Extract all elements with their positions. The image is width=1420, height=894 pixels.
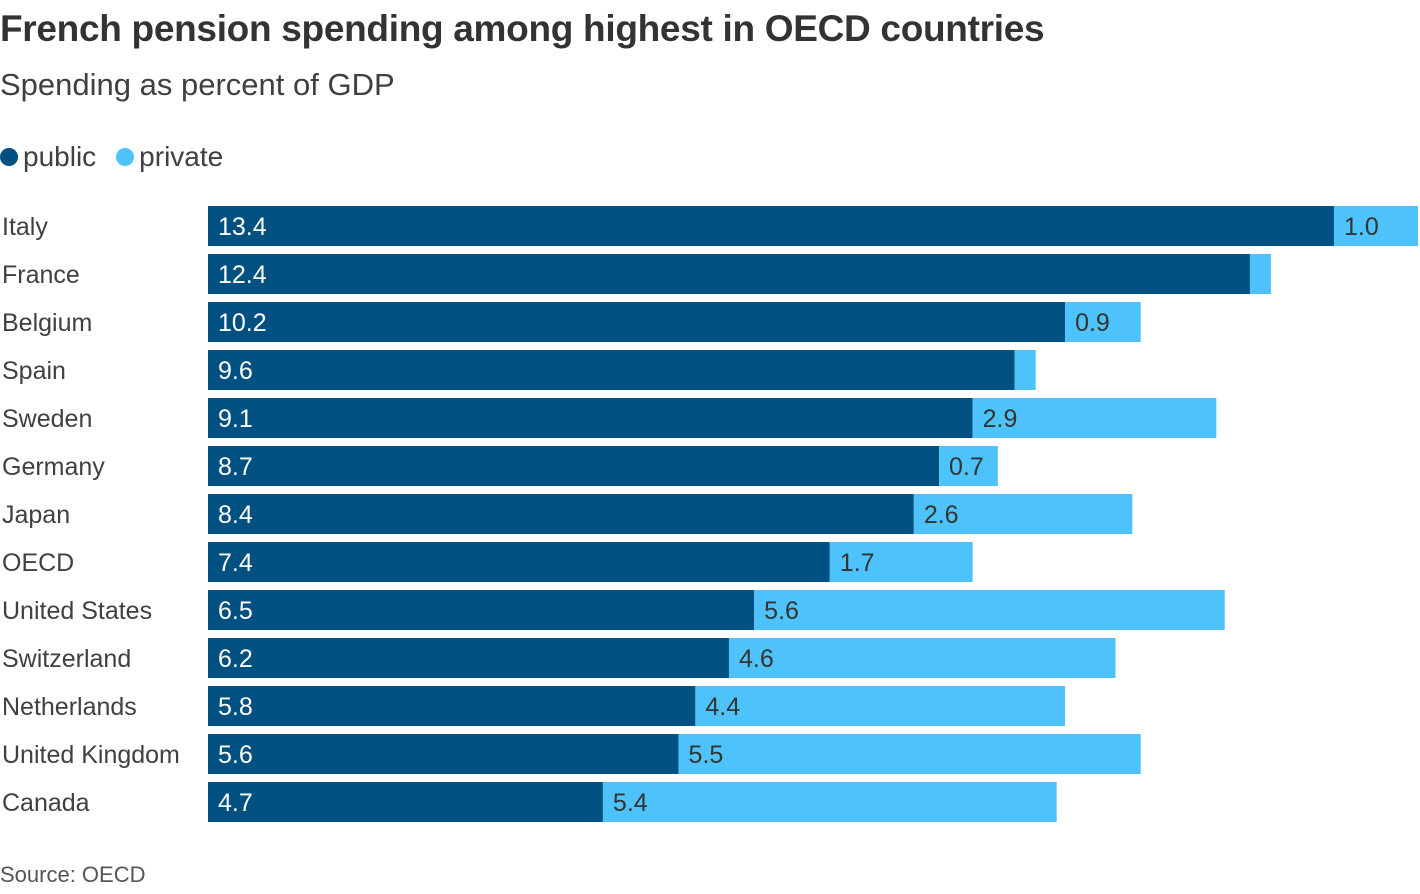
category-label-france: France: [2, 261, 80, 289]
bar-private-japan: [913, 494, 1133, 534]
bar-public-united-kingdom: [208, 734, 679, 774]
category-label-spain: Spain: [2, 357, 66, 385]
bar-public-united-states: [208, 590, 755, 630]
data-label-private-united-states: 5.6: [764, 597, 799, 625]
category-label-germany: Germany: [2, 453, 105, 481]
category-label-japan: Japan: [2, 501, 70, 529]
data-label-public-italy: 13.4: [218, 213, 267, 241]
bar-public-belgium: [208, 302, 1066, 342]
bar-private-united-kingdom: [678, 734, 1141, 774]
category-label-canada: Canada: [2, 789, 90, 817]
bar-private-spain: [1014, 350, 1036, 390]
category-label-united-kingdom: United Kingdom: [2, 741, 180, 769]
legend-label-public: public: [23, 141, 97, 172]
bar-public-netherlands: [208, 686, 696, 726]
data-label-public-japan: 8.4: [218, 501, 253, 529]
bar-public-oecd: [208, 542, 830, 582]
bar-private-france: [1249, 254, 1271, 294]
source-note: Source: OECD: [0, 862, 146, 887]
bar-private-germany: [939, 446, 998, 486]
category-label-italy: Italy: [2, 213, 48, 241]
legend-swatch-public: [0, 148, 18, 166]
category-label-netherlands: Netherlands: [2, 693, 137, 721]
data-label-private-oecd: 1.7: [840, 549, 875, 577]
data-label-public-canada: 4.7: [218, 789, 253, 817]
data-label-private-japan: 2.6: [924, 501, 959, 529]
bar-public-sweden: [208, 398, 973, 438]
category-label-sweden: Sweden: [2, 405, 92, 433]
data-label-private-germany: 0.7: [949, 453, 984, 481]
category-label-oecd: OECD: [2, 549, 74, 577]
bar-private-united-states: [754, 590, 1225, 630]
category-label-belgium: Belgium: [2, 309, 92, 337]
data-label-public-germany: 8.7: [218, 453, 253, 481]
bar-private-belgium: [1065, 302, 1141, 342]
data-label-public-spain: 9.6: [218, 357, 253, 385]
data-label-public-united-states: 6.5: [218, 597, 253, 625]
bar-private-oecd: [829, 542, 973, 582]
legend-label-private: private: [139, 141, 224, 172]
data-label-private-sweden: 2.9: [983, 405, 1018, 433]
data-label-private-united-kingdom: 5.5: [689, 741, 724, 769]
legend: public private: [0, 141, 243, 173]
data-label-public-oecd: 7.4: [218, 549, 253, 577]
bar-private-canada: [602, 782, 1057, 822]
data-label-public-france: 12.4: [218, 261, 267, 289]
bar-private-switzerland: [728, 638, 1116, 678]
bar-public-switzerland: [208, 638, 729, 678]
legend-item-public: public: [0, 141, 96, 173]
data-label-private-netherlands: 4.4: [705, 693, 740, 721]
data-label-public-switzerland: 6.2: [218, 645, 253, 673]
category-label-united-states: United States: [2, 597, 152, 625]
bar-public-canada: [208, 782, 603, 822]
chart-title: French pension spending among highest in…: [0, 8, 1045, 49]
bar-public-germany: [208, 446, 940, 486]
bar-public-italy: [208, 206, 1334, 246]
bar-public-japan: [208, 494, 914, 534]
data-label-private-italy: 1.0: [1344, 213, 1379, 241]
data-label-private-belgium: 0.9: [1075, 309, 1110, 337]
data-label-public-united-kingdom: 5.6: [218, 741, 253, 769]
legend-swatch-private: [116, 148, 135, 166]
bar-public-france: [208, 254, 1250, 294]
chart-subtitle: Spending as percent of GDP: [0, 67, 395, 102]
data-label-private-switzerland: 4.6: [739, 645, 774, 673]
legend-item-private: private: [116, 141, 223, 173]
bar-private-sweden: [972, 398, 1217, 438]
data-label-private-canada: 5.4: [613, 789, 648, 817]
data-label-public-belgium: 10.2: [218, 309, 267, 337]
bar-public-spain: [208, 350, 1015, 390]
bar-private-netherlands: [695, 686, 1066, 726]
data-label-public-netherlands: 5.8: [218, 693, 253, 721]
data-label-public-sweden: 9.1: [218, 405, 253, 433]
bar-private-italy: [1333, 206, 1418, 246]
category-label-switzerland: Switzerland: [2, 645, 131, 673]
